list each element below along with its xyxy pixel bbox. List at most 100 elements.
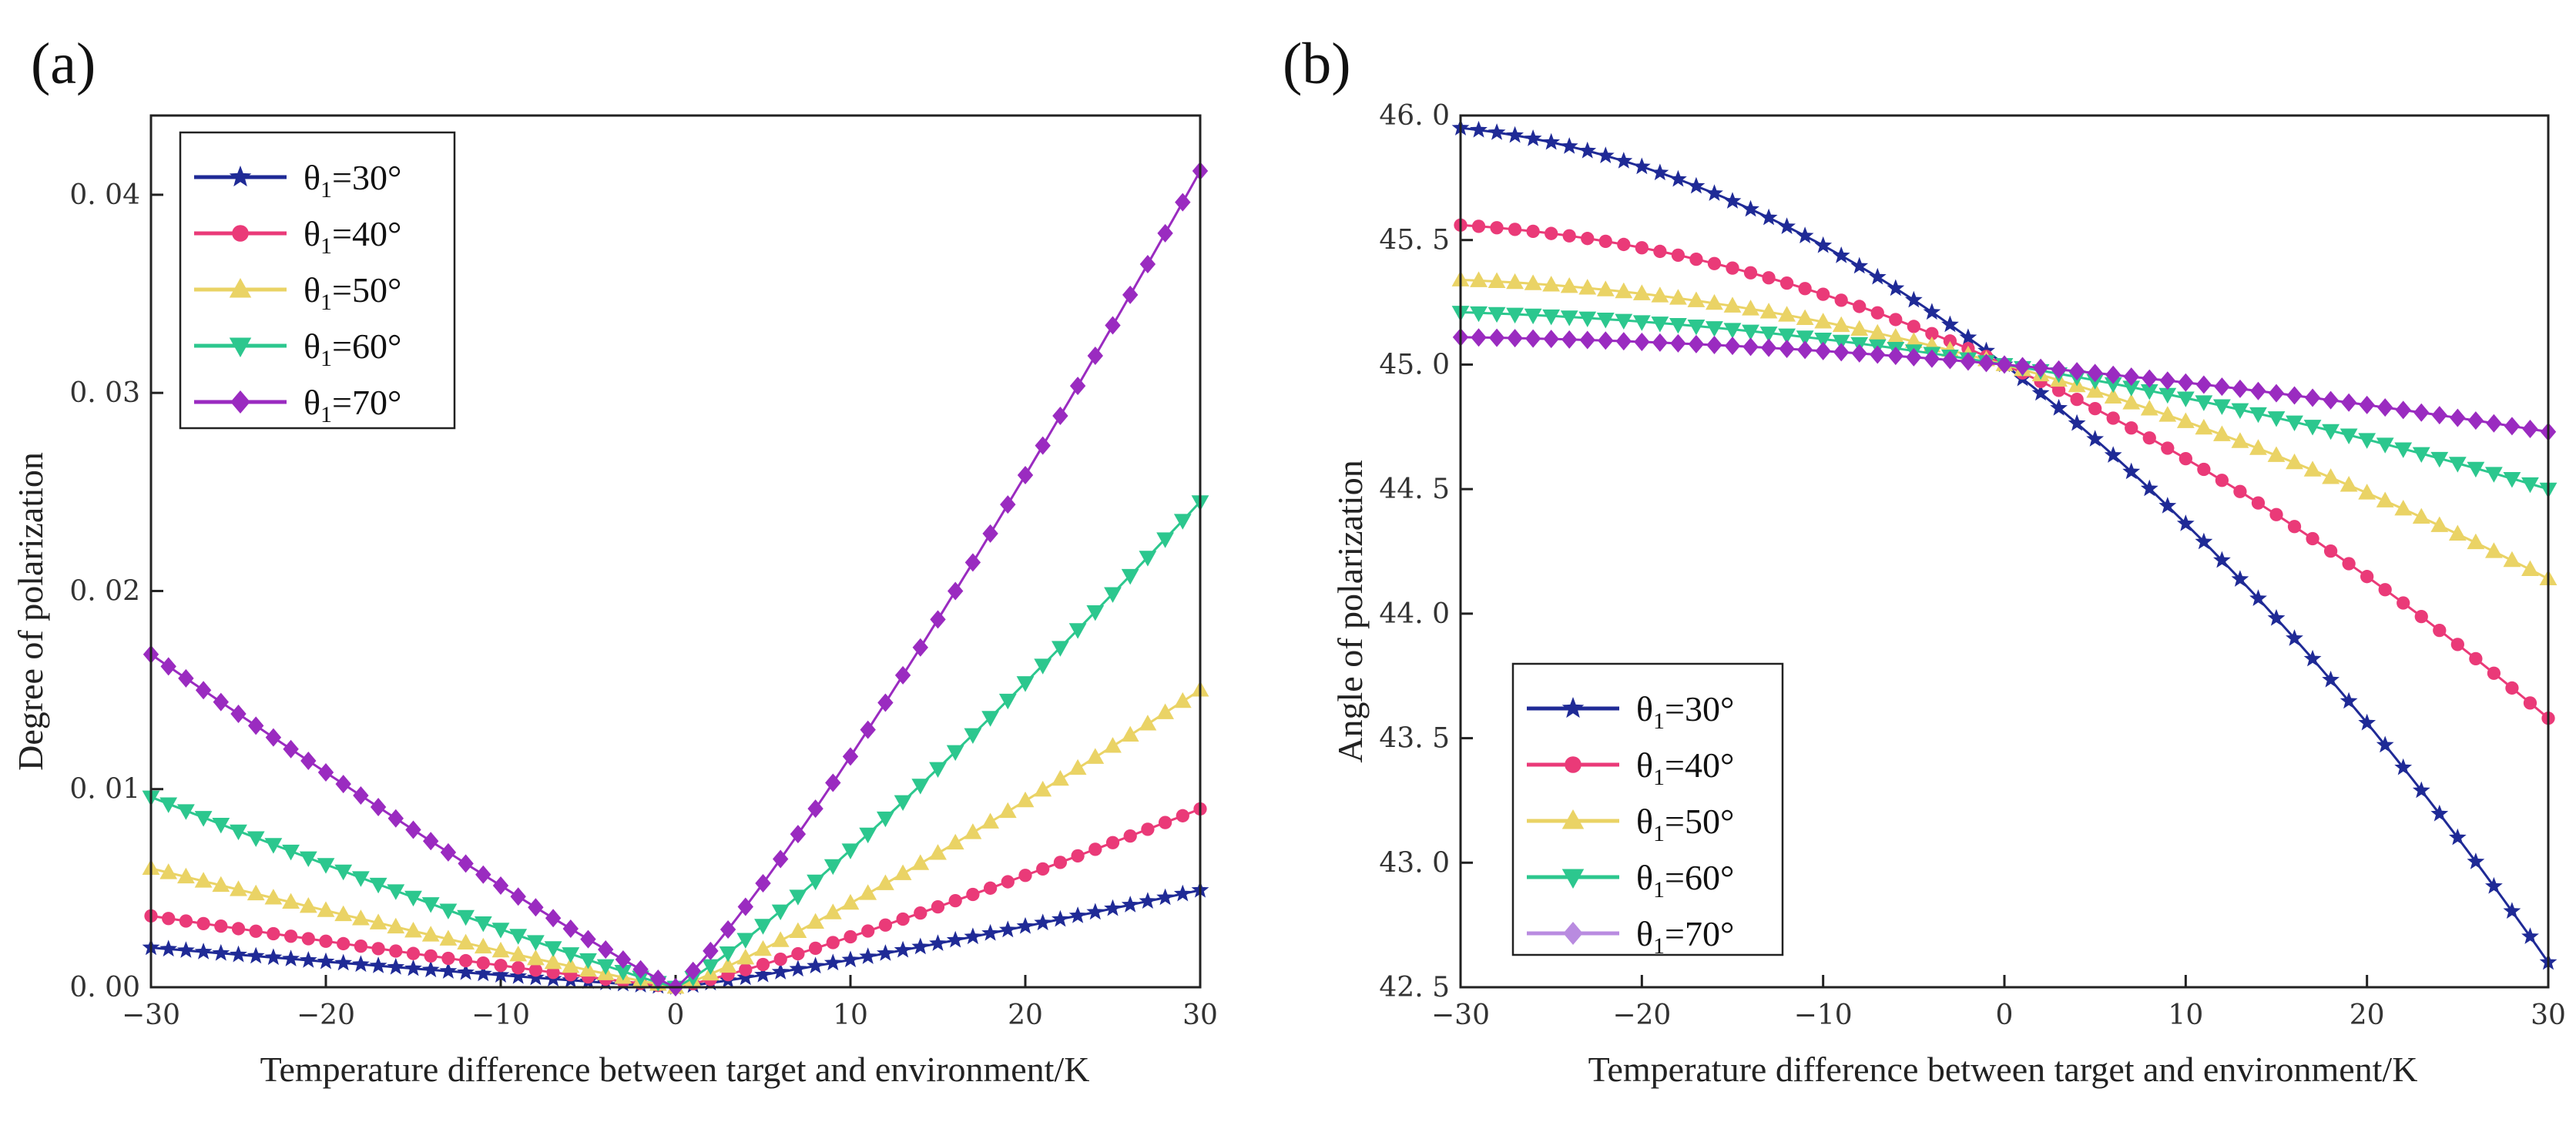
data-point bbox=[2430, 804, 2449, 822]
data-point bbox=[807, 956, 824, 974]
data-point bbox=[1671, 248, 1685, 263]
data-point bbox=[1139, 254, 1156, 273]
data-point bbox=[703, 941, 719, 960]
data-point bbox=[404, 921, 422, 938]
data-point bbox=[1578, 141, 1597, 159]
data-point bbox=[1560, 137, 1578, 154]
data-point bbox=[826, 936, 840, 950]
data-point bbox=[807, 874, 824, 891]
data-point bbox=[2232, 379, 2249, 398]
data-point bbox=[1925, 327, 1939, 340]
data-point bbox=[300, 751, 317, 770]
data-point bbox=[2140, 400, 2158, 416]
data-point bbox=[2068, 414, 2086, 431]
data-point bbox=[2195, 375, 2212, 394]
data-point bbox=[1815, 341, 1831, 360]
data-point bbox=[1941, 315, 1959, 333]
data-point bbox=[1560, 277, 1578, 293]
data-point bbox=[964, 927, 982, 945]
data-point bbox=[2413, 403, 2430, 422]
data-point bbox=[1139, 715, 1157, 731]
data-point bbox=[1052, 641, 1069, 657]
series-theta-70 bbox=[143, 162, 1209, 996]
data-point bbox=[1596, 146, 1615, 163]
legend-label: θ1=30° bbox=[1636, 689, 1734, 734]
data-point bbox=[1632, 315, 1651, 331]
data-point bbox=[1706, 336, 1722, 355]
data-point bbox=[2359, 395, 2375, 414]
data-point bbox=[2378, 583, 2392, 597]
data-point bbox=[1868, 267, 1887, 285]
data-point bbox=[457, 933, 475, 950]
data-point bbox=[1560, 310, 1578, 327]
data-point bbox=[510, 887, 526, 906]
data-point bbox=[474, 937, 492, 954]
data-point bbox=[2486, 414, 2502, 433]
data-point bbox=[2448, 524, 2467, 541]
series-theta-70 bbox=[1452, 327, 2557, 441]
data-point bbox=[2450, 408, 2466, 427]
data-point bbox=[474, 964, 492, 982]
series-theta-60 bbox=[1451, 306, 2558, 499]
data-point bbox=[754, 919, 772, 935]
data-point bbox=[1816, 287, 1830, 301]
data-point bbox=[1779, 276, 1794, 290]
data-point bbox=[1000, 495, 1016, 514]
data-point bbox=[491, 923, 510, 939]
data-point bbox=[2267, 608, 2286, 626]
data-point bbox=[2487, 666, 2501, 680]
data-point bbox=[859, 884, 877, 900]
data-point bbox=[841, 843, 860, 859]
data-point bbox=[317, 952, 335, 970]
data-point bbox=[195, 681, 212, 700]
data-point bbox=[1652, 333, 1669, 352]
data-point bbox=[1796, 340, 1813, 360]
data-point bbox=[1139, 892, 1157, 909]
data-point bbox=[1488, 123, 1506, 140]
data-point bbox=[2014, 357, 2031, 376]
legend-marker bbox=[1565, 756, 1581, 773]
data-point bbox=[1507, 329, 1523, 348]
data-point bbox=[2376, 735, 2394, 753]
data-point bbox=[1488, 328, 1505, 347]
data-point bbox=[2306, 531, 2319, 546]
y-tick-label: 0. 00 bbox=[69, 972, 140, 1003]
data-point bbox=[2469, 651, 2483, 666]
legend-label: θ1=30° bbox=[304, 158, 401, 203]
data-point bbox=[265, 728, 282, 747]
data-point bbox=[1796, 226, 1814, 243]
data-point bbox=[335, 775, 351, 794]
data-point bbox=[580, 929, 596, 949]
legend-label: θ1=50° bbox=[1636, 802, 1734, 846]
data-point bbox=[2485, 876, 2503, 894]
data-point bbox=[1670, 333, 1686, 353]
data-point bbox=[1158, 816, 1172, 829]
data-point bbox=[894, 665, 911, 685]
panel-a-legend: θ1=30° θ1=40° θ1=50° θ1=60° θ1=70° bbox=[179, 131, 456, 430]
data-point bbox=[2448, 457, 2467, 473]
panel-b-legend: θ1=30° θ1=40° θ1=50° θ1=60° θ1=70° bbox=[1511, 662, 1784, 959]
data-point bbox=[1036, 862, 1050, 876]
legend-marker bbox=[1561, 809, 1585, 829]
data-point bbox=[1833, 343, 1850, 362]
data-point bbox=[823, 859, 842, 876]
data-point bbox=[1471, 328, 1487, 347]
data-point bbox=[998, 802, 1017, 819]
data-point bbox=[1907, 320, 1920, 333]
data-point bbox=[1506, 307, 1524, 324]
data-point bbox=[2448, 828, 2467, 846]
data-point bbox=[1087, 346, 1103, 365]
data-point bbox=[1121, 568, 1139, 585]
data-point bbox=[457, 963, 475, 980]
panel-a-label: (a) bbox=[31, 32, 96, 96]
data-point bbox=[650, 970, 666, 989]
series-line-theta-70 bbox=[1460, 336, 2549, 434]
data-point bbox=[894, 940, 912, 958]
data-point bbox=[1105, 836, 1120, 849]
data-point bbox=[2231, 403, 2249, 419]
data-point bbox=[1669, 169, 1687, 187]
data-point bbox=[2068, 362, 2085, 381]
data-point bbox=[1834, 293, 1848, 307]
data-point bbox=[1034, 780, 1052, 797]
data-point bbox=[352, 955, 370, 973]
